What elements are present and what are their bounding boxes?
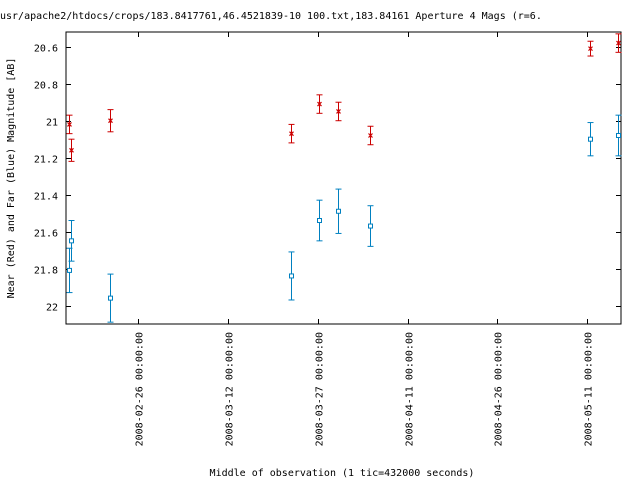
x-marker (289, 131, 294, 137)
square-marker (69, 238, 74, 244)
square-marker (317, 218, 322, 224)
x-marker-stroke (616, 40, 621, 46)
x-tick-label: 2008-02-26 00:00:00 (135, 332, 146, 446)
x-marker-stroke (289, 131, 294, 137)
x-axis: 2008-02-26 00:00:00 2008-03-12 00:00:00 20… (135, 32, 595, 446)
y-tick-label: 20.8 (34, 81, 58, 92)
x-tick-label: 2008-05-11 00:00:00 (584, 332, 595, 446)
x-marker-stroke (368, 133, 373, 138)
y-tick-label: 21.8 (34, 266, 58, 277)
chart-title: usr/apache2/htdocs/crops/183.8417761,46.… (0, 11, 542, 22)
square-marker (108, 295, 113, 301)
x-marker (368, 133, 373, 138)
y-tick-label: 22 (46, 303, 58, 314)
x-marker (69, 147, 74, 153)
x-marker-stroke (588, 46, 593, 52)
x-tick-label: 2008-04-11 00:00:00 (405, 332, 416, 446)
square-marker (616, 132, 621, 138)
x-marker-stroke (69, 147, 74, 153)
square-marker (588, 136, 593, 142)
x-marker-stroke (317, 101, 322, 107)
x-marker-stroke (336, 109, 341, 114)
square-marker (289, 273, 294, 279)
y-tick-label: 21.2 (34, 155, 58, 166)
y-tick-label: 20.6 (34, 44, 58, 55)
x-marker (317, 101, 322, 107)
square-marker (368, 223, 373, 229)
square-marker (336, 208, 341, 214)
near-series (66, 33, 622, 162)
y-tick-label: 21.4 (34, 192, 58, 203)
x-marker (108, 118, 113, 124)
x-tick-label: 2008-03-27 00:00:00 (315, 332, 326, 446)
x-marker-stroke (67, 121, 72, 127)
plot-frame (65, 31, 622, 325)
series-layer (66, 33, 622, 323)
y-axis: 20.6 20.8 21 21.2 21.4 21.6 21.8 22 (34, 44, 621, 314)
y-tick-label: 21 (46, 118, 58, 129)
far-series (66, 114, 622, 323)
x-marker-stroke (108, 118, 113, 124)
square-marker (67, 267, 72, 273)
x-tick-label: 2008-03-12 00:00:00 (225, 332, 236, 446)
x-marker (616, 40, 621, 46)
x-axis-label: Middle of observation (1 tic=432000 seco… (210, 468, 475, 479)
x-tick-label: 2008-04-26 00:00:00 (494, 332, 505, 446)
y-axis-label: Near (Red) and Far (Blue) Magnitude [AB] (6, 58, 17, 299)
x-marker (67, 121, 72, 127)
x-marker (588, 46, 593, 52)
y-tick-label: 21.6 (34, 229, 58, 240)
x-marker (336, 109, 341, 114)
